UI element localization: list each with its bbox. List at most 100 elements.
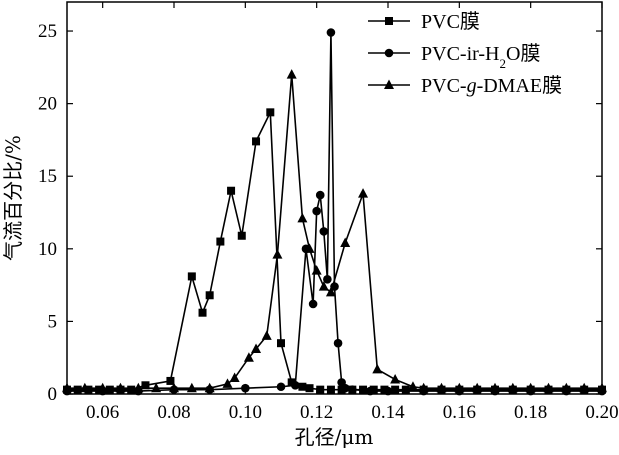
data-point (166, 376, 175, 385)
data-point (287, 378, 296, 387)
data-point (561, 382, 572, 393)
data-point (326, 385, 335, 394)
series-group (62, 28, 607, 396)
data-point (340, 237, 351, 248)
data-point (266, 108, 275, 117)
data-point (319, 227, 329, 236)
x-tick-label: 0.08 (157, 402, 190, 423)
y-tick-label: 0 (48, 384, 58, 405)
data-point (308, 299, 318, 309)
x-tick-label: 0.06 (86, 402, 119, 423)
data-point (297, 212, 308, 223)
data-point (286, 69, 297, 79)
data-point (383, 386, 393, 396)
data-point (198, 308, 207, 317)
legend-label: PVC-g-DMAE膜 (421, 74, 562, 97)
y-tick-label: 10 (38, 239, 57, 260)
data-point (490, 382, 500, 393)
data-point (169, 382, 179, 393)
data-point (311, 265, 322, 275)
data-point (290, 380, 300, 390)
data-point (359, 385, 368, 394)
data-point (304, 243, 315, 253)
data-point (227, 186, 236, 195)
data-point (261, 330, 272, 340)
data-point (312, 206, 321, 216)
y-tick-label: 15 (38, 166, 57, 187)
data-point (436, 382, 447, 393)
data-point (333, 338, 343, 348)
data-point (579, 382, 590, 393)
data-point (115, 382, 126, 393)
data-point (525, 382, 536, 393)
data-point (326, 28, 336, 37)
data-point (105, 385, 114, 394)
y-axis-title: 气流百分比/% (1, 135, 25, 261)
data-point (251, 343, 262, 353)
data-point (205, 291, 214, 300)
data-point (277, 339, 285, 348)
data-point (298, 382, 307, 391)
legend-item: PVC膜 (368, 10, 480, 33)
data-point (133, 382, 144, 393)
data-point (272, 249, 283, 259)
data-point (79, 382, 90, 393)
legend-label: PVC-ir-H2O膜 (421, 42, 540, 71)
data-point (204, 382, 215, 393)
x-axis-title: 孔径/μm (295, 425, 374, 449)
legend-marker (384, 79, 394, 89)
data-point (276, 382, 286, 392)
x-tick-label: 0.10 (229, 402, 262, 423)
x-tick-label: 0.20 (585, 402, 618, 423)
data-point (73, 385, 82, 394)
legend-marker (385, 17, 393, 25)
data-point (141, 381, 150, 390)
data-point (323, 275, 332, 284)
x-tick-label: 0.18 (514, 402, 547, 423)
data-point (418, 382, 429, 393)
data-point (151, 382, 162, 393)
data-point (316, 385, 325, 394)
legend-label: PVC膜 (421, 10, 480, 33)
series-triangle (62, 69, 607, 393)
data-point (507, 382, 518, 393)
data-point (358, 188, 369, 198)
data-point (543, 382, 554, 393)
data-point (365, 386, 375, 396)
data-point (62, 382, 72, 393)
data-point (241, 383, 250, 393)
plot-frame (66, 1, 603, 395)
legend-marker (384, 48, 394, 58)
data-point (390, 373, 401, 384)
data-point (391, 385, 400, 394)
data-point (454, 382, 465, 393)
data-point (222, 378, 233, 388)
data-point (243, 352, 254, 362)
data-point (318, 281, 329, 291)
data-point (372, 363, 383, 374)
data-point (407, 381, 418, 391)
data-point (315, 190, 325, 200)
data-point (229, 372, 240, 383)
x-tick-label: 0.12 (300, 402, 333, 423)
data-point (305, 384, 314, 393)
data-point (340, 383, 350, 393)
data-point (597, 382, 607, 393)
data-point (216, 237, 225, 246)
data-point (325, 286, 336, 297)
x-tick-label: 0.14 (371, 402, 405, 423)
data-point (401, 385, 410, 394)
legend: PVC膜 PVC-ir-H2O膜 PVC-g-DMAE膜 (368, 10, 562, 97)
axis-ticks: 0.06 0.08 0.10 0.12 0.14 0.16 0.18 0.20 0 5 10 15 20… (38, 2, 619, 423)
y-tick-label: 25 (38, 21, 57, 42)
legend-item: PVC-ir-H2O膜 (368, 42, 540, 71)
data-point (237, 231, 246, 240)
data-point (252, 137, 261, 146)
y-tick-label: 5 (48, 311, 58, 332)
x-tick-label: 0.16 (443, 402, 476, 423)
legend-item: PVC-g-DMAE膜 (368, 74, 562, 97)
y-tick-label: 20 (38, 94, 57, 115)
data-point (97, 382, 108, 393)
data-point (186, 382, 197, 393)
